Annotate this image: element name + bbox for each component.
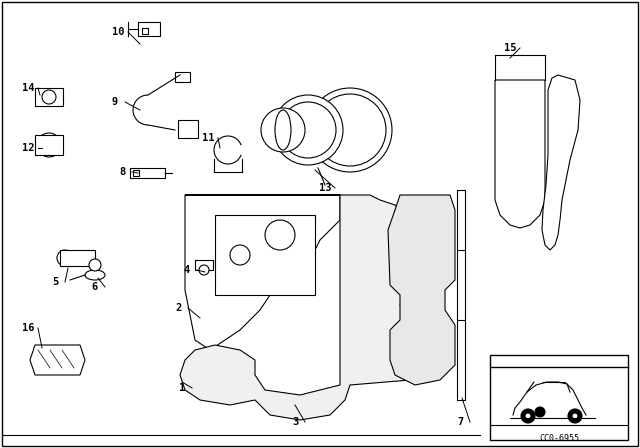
Circle shape (261, 108, 305, 152)
Circle shape (89, 259, 101, 271)
Circle shape (265, 220, 295, 250)
Text: 7: 7 (457, 417, 463, 427)
Text: 13: 13 (319, 183, 332, 193)
Circle shape (273, 95, 343, 165)
Ellipse shape (275, 110, 291, 150)
Text: 10: 10 (112, 27, 124, 37)
Text: 14: 14 (22, 83, 35, 93)
Bar (35, 135, 63, 155)
Text: 4: 4 (184, 265, 190, 275)
Text: 3: 3 (292, 417, 298, 427)
Circle shape (57, 250, 73, 266)
Circle shape (314, 94, 386, 166)
Text: 12: 12 (22, 143, 35, 153)
Circle shape (525, 413, 531, 419)
Circle shape (535, 407, 545, 417)
Bar (175, 72, 190, 82)
Polygon shape (180, 195, 435, 420)
Circle shape (42, 90, 56, 104)
Text: 9: 9 (112, 97, 118, 107)
Bar (142, 28, 148, 34)
Ellipse shape (85, 270, 105, 280)
Bar (130, 168, 165, 178)
Polygon shape (495, 80, 545, 228)
Bar (457, 190, 465, 400)
Text: CC0-6955: CC0-6955 (539, 434, 579, 443)
Circle shape (308, 88, 392, 172)
Circle shape (572, 413, 578, 419)
Bar (35, 88, 63, 106)
Circle shape (37, 133, 61, 157)
Circle shape (61, 254, 69, 262)
Text: 6: 6 (92, 282, 98, 292)
Bar (215, 215, 315, 295)
Polygon shape (30, 345, 85, 375)
Circle shape (521, 409, 535, 423)
Bar (60, 250, 95, 266)
Text: 2: 2 (175, 303, 181, 313)
Text: 8: 8 (119, 167, 125, 177)
Text: 1: 1 (179, 383, 185, 393)
Bar (138, 22, 160, 36)
Polygon shape (388, 195, 455, 385)
Text: 15: 15 (504, 43, 516, 53)
Circle shape (280, 102, 336, 158)
Circle shape (42, 138, 56, 152)
Bar (133, 170, 139, 176)
Text: 11: 11 (202, 133, 214, 143)
Text: 16: 16 (22, 323, 35, 333)
Circle shape (568, 409, 582, 423)
Circle shape (199, 265, 209, 275)
Circle shape (230, 245, 250, 265)
Polygon shape (542, 75, 580, 250)
Text: 5: 5 (52, 277, 58, 287)
Polygon shape (185, 195, 340, 350)
Bar (195, 260, 213, 270)
Bar (178, 120, 198, 138)
Bar (490, 355, 628, 440)
